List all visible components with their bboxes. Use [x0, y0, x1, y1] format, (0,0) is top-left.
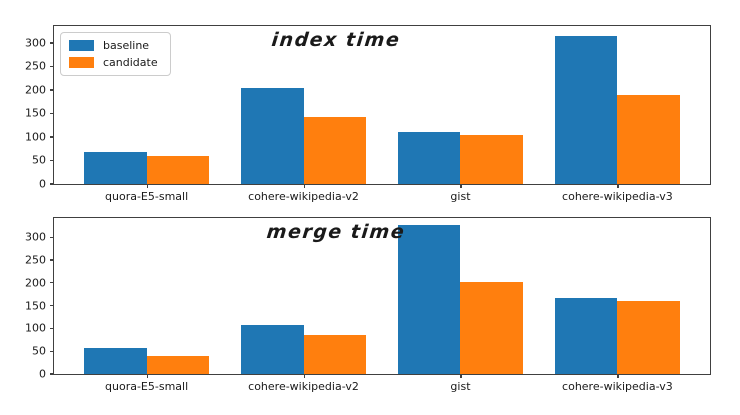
x-tick-label: cohere-wikipedia-v2: [248, 190, 359, 203]
bar-baseline-cohere-wikipedia-v2: [240, 88, 304, 184]
legend-label-candidate: candidate: [103, 56, 158, 69]
subplot-title: merge time: [265, 221, 407, 243]
bar-baseline-quora-E5-small: [83, 347, 147, 374]
y-tick: [50, 112, 54, 115]
legend: baseline candidate: [60, 32, 171, 76]
y-tick: [50, 183, 54, 185]
candidate-color-swatch: [69, 57, 94, 68]
legend-item-baseline: baseline: [69, 40, 158, 51]
bar-baseline-gist: [397, 225, 461, 374]
legend-item-candidate: candidate: [69, 57, 158, 68]
baseline-color-swatch: [69, 40, 94, 51]
x-tick: [303, 184, 305, 188]
x-tick-label: quora-E5-small: [105, 380, 189, 393]
bar-baseline-cohere-wikipedia-v2: [240, 324, 304, 374]
bar-candidate-cohere-wikipedia-v2: [303, 334, 367, 374]
subplot-merge-time: merge time 0 50 100 150 200 250 300 quora-E5-sm…: [25, 217, 711, 392]
y-tick: [50, 136, 54, 138]
y-tick: [50, 159, 54, 162]
y-tick-label: 0: [39, 367, 46, 381]
x-tick: [303, 374, 305, 378]
bar-candidate-cohere-wikipedia-v3: [617, 94, 681, 184]
y-tick-label: 50: [32, 153, 46, 167]
bar-baseline-cohere-wikipedia-v3: [554, 35, 618, 184]
subplot-title: index time: [270, 29, 402, 51]
y-tick: [50, 89, 54, 91]
bar-baseline-gist: [397, 132, 461, 184]
y-tick-label: 300: [25, 36, 46, 50]
subplot-index-time: index time baseline candidate 0 50 100 150 2…: [25, 25, 711, 202]
y-tick-label: 200: [25, 83, 46, 97]
x-tick-label: cohere-wikipedia-v3: [562, 380, 673, 393]
bar-baseline-cohere-wikipedia-v3: [554, 298, 618, 374]
y-tick: [50, 42, 54, 44]
y-tick-label: 150: [25, 299, 46, 313]
y-tick-label: 200: [25, 276, 46, 290]
y-tick: [50, 259, 54, 261]
y-tick-label: 50: [32, 344, 46, 358]
y-tick: [50, 65, 54, 68]
bar-baseline-quora-E5-small: [83, 151, 147, 184]
bar-candidate-cohere-wikipedia-v2: [303, 116, 367, 184]
bar-candidate-quora-E5-small: [146, 355, 210, 374]
x-tick: [460, 374, 462, 378]
y-tick-label: 100: [25, 321, 46, 335]
y-tick: [50, 350, 54, 352]
y-tick: [50, 327, 54, 329]
y-tick: [50, 282, 54, 284]
bar-candidate-gist: [460, 281, 524, 374]
x-tick-label: cohere-wikipedia-v3: [562, 190, 673, 203]
y-tick: [50, 304, 54, 307]
y-tick-label: 250: [25, 59, 46, 73]
x-tick: [146, 184, 148, 188]
x-tick: [617, 184, 619, 188]
y-tick: [50, 373, 54, 375]
y-tick: [50, 236, 54, 238]
bar-candidate-cohere-wikipedia-v3: [617, 301, 681, 374]
y-tick-label: 100: [25, 130, 46, 144]
x-tick-label: gist: [450, 190, 471, 203]
bar-candidate-quora-E5-small: [146, 156, 210, 184]
x-tick-label: quora-E5-small: [105, 190, 189, 203]
y-tick-label: 250: [25, 253, 46, 267]
x-tick: [460, 184, 462, 188]
legend-label-baseline: baseline: [103, 39, 150, 52]
x-tick-label: gist: [450, 380, 471, 393]
y-tick-label: 150: [25, 106, 46, 120]
x-tick: [146, 374, 148, 378]
x-tick-label: cohere-wikipedia-v2: [248, 380, 359, 393]
y-tick-label: 0: [39, 177, 46, 191]
bar-candidate-gist: [460, 134, 524, 184]
y-tick-label: 300: [25, 230, 46, 244]
x-tick: [617, 374, 619, 378]
